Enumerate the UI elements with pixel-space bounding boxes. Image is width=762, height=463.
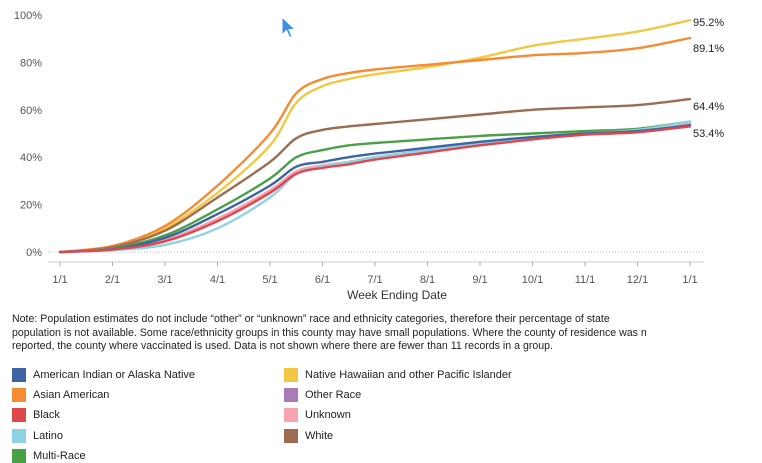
legend-item-black[interactable]: Black [12,408,60,422]
x-tick-label: 1/1 [682,274,697,286]
legend-item-other-race[interactable]: Other Race [284,388,361,402]
legend-label: Unknown [305,409,351,421]
legend-swatch [12,408,26,422]
vaccination-line-chart: 0% 20% 40% 60% 80% 100% 1/1 2/1 3/1 4/1 5/1 6/1 7/1… [14,10,725,302]
y-tick-label: 80% [20,57,42,69]
legend-swatch [12,388,26,402]
note-line: Note: Population estimates do not includ… [12,313,610,325]
y-tick-label: 0% [26,247,42,259]
chart-grid [48,251,704,263]
x-axis: 1/1 2/1 3/1 4/1 5/1 6/1 7/1 8/1 9/1 10/1 11/1 12/1 1… [52,262,698,286]
legend-item-multi-race[interactable]: Multi-Race [12,449,86,463]
note-line: population is not available. Some race/e… [12,326,647,339]
series-line-asian-american[interactable] [58,36,692,254]
legend-item-unknown[interactable]: Unknown [284,408,351,422]
series-line-black[interactable] [58,125,692,254]
y-tick-label: 60% [20,105,42,117]
legend-item-american-indian[interactable]: American Indian or Alaska Native [12,368,195,382]
x-tick-label: 6/1 [315,274,330,286]
legend-item-native-hawaiian[interactable]: Native Hawaiian and other Pacific Island… [284,368,512,382]
legend-label: Latino [33,430,63,442]
legend-label: Multi-Race [33,450,86,462]
legend-label: Native Hawaiian and other Pacific Island… [305,369,512,381]
legend-swatch [284,388,298,402]
x-tick-label: 8/1 [420,274,435,286]
series-end-label: 53.4% [693,128,724,140]
x-tick-label: 11/1 [575,274,596,286]
legend-label: Other Race [305,389,362,401]
series-end-label: 95.2% [693,17,724,29]
series-end-label: 64.4% [693,101,724,113]
legend-swatch [12,449,26,463]
legend-item-white[interactable]: White [284,429,333,443]
series-line-white[interactable] [58,97,692,254]
legend-swatch [284,368,298,382]
legend-swatch [12,368,26,382]
legend-swatch [284,429,298,443]
y-tick-label: 40% [20,152,42,164]
series-line-multi-race[interactable] [58,120,692,254]
x-tick-label: 5/1 [262,274,277,286]
series-line-native-hawaiian-and-other-pacific-islander[interactable] [58,19,692,254]
legend-label: Black [33,409,60,421]
y-tick-label: 100% [14,10,42,22]
end-labels: 95.2% 89.1% 64.4% 53.4% [693,17,724,140]
series-end-label: 89.1% [693,43,724,55]
series-line-american-indian-or-alaska-native[interactable] [58,124,692,254]
x-tick-label: 2/1 [105,274,120,286]
note-line: reported, the county where vaccinated is… [12,340,553,352]
x-tick-label: 1/1 [52,274,67,286]
x-tick-label: 7/1 [367,274,382,286]
legend-item-latino[interactable]: Latino [12,429,63,443]
x-axis-title: Week Ending Date [347,288,447,302]
y-axis: 0% 20% 40% 60% 80% 100% [14,10,42,259]
legend-label: Asian American [33,389,110,401]
y-tick-label: 20% [20,200,42,212]
mouse-cursor-icon [281,16,297,39]
x-tick-label: 12/1 [627,274,648,286]
chart-note: Note: Population estimates do not includ… [12,313,760,354]
series-lines [58,19,692,254]
x-tick-label: 10/1 [522,274,543,286]
x-tick-label: 9/1 [472,274,487,286]
legend-label: White [305,430,334,442]
legend-swatch [12,429,26,443]
x-tick-label: 3/1 [157,274,172,286]
legend-swatch [284,408,298,422]
legend: American Indian or Alaska Native Asian A… [12,368,612,463]
legend-label: American Indian or Alaska Native [33,369,196,381]
x-tick-label: 4/1 [210,274,225,286]
legend-item-asian-american[interactable]: Asian American [12,388,109,402]
